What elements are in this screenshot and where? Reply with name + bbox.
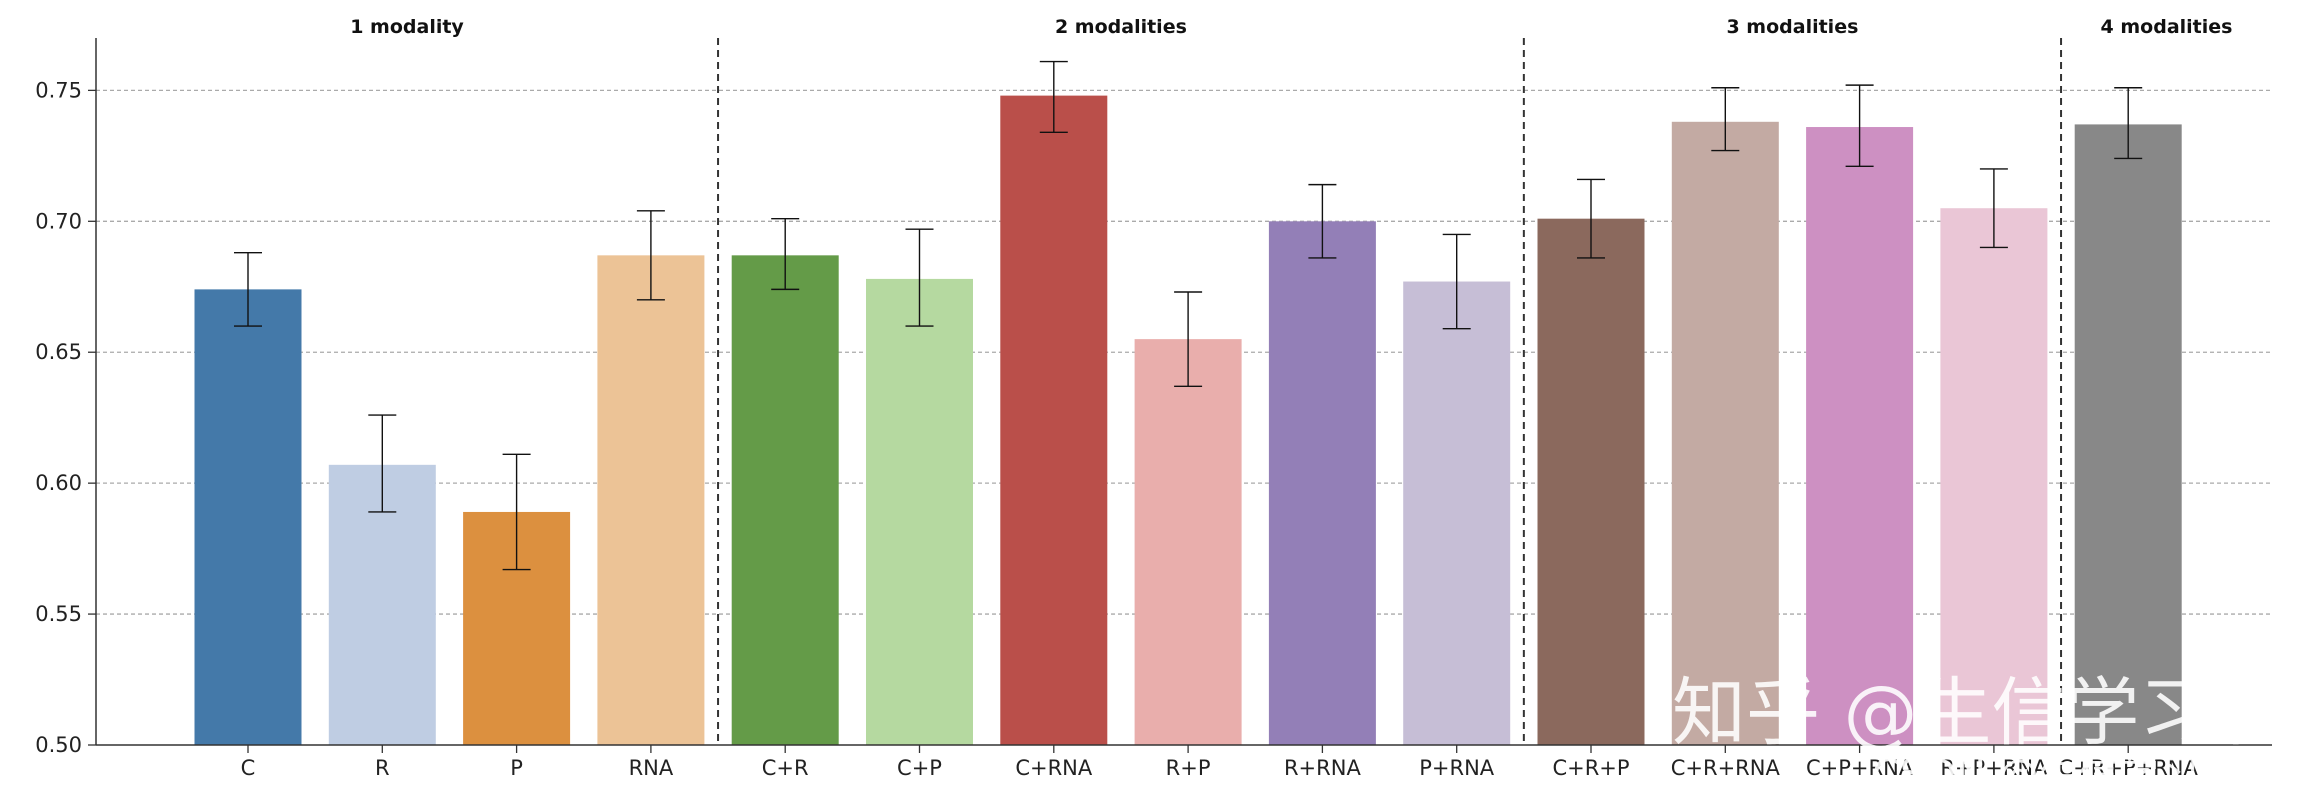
y-tick-label: 0.75 xyxy=(35,78,82,102)
bar-r-p xyxy=(1134,339,1242,745)
bar-r-rna xyxy=(1268,221,1376,746)
bar-rna xyxy=(597,255,705,745)
bar-c xyxy=(194,289,302,745)
x-tick-label: R xyxy=(375,756,390,780)
x-tick-label: C+P xyxy=(897,756,942,780)
x-tick-label: C xyxy=(241,756,256,780)
x-tick-label: C+R xyxy=(762,756,809,780)
watermark-csdn: CSDN @生信学习者1 xyxy=(1872,752,2264,798)
x-tick-label: C+R+RNA xyxy=(1671,756,1781,780)
error-bars xyxy=(234,60,2143,571)
x-tick-label: R+P xyxy=(1166,756,1211,780)
x-tick-label: C+R+P xyxy=(1552,756,1629,780)
x-tick-label: C+P+RNA xyxy=(1806,756,1914,780)
bar-c-r-p-rna xyxy=(2074,124,2182,745)
bar-c-rna xyxy=(1000,95,1108,745)
bar-c-r-p xyxy=(1537,218,1645,745)
y-tick-label: 0.55 xyxy=(35,602,82,626)
x-tick-label: C+R+P+RNA xyxy=(2059,756,2199,780)
y-tick-label: 0.50 xyxy=(35,733,82,757)
bar-c-p xyxy=(866,278,973,745)
x-tick-label: C+RNA xyxy=(1015,756,1093,780)
x-tick-label: P+RNA xyxy=(1419,756,1495,780)
axes xyxy=(88,38,2272,753)
y-tick-label: 0.70 xyxy=(35,209,82,233)
watermark: 知乎 @生信学习者 CSDN @生信学习者1 xyxy=(1672,670,2288,798)
x-tick-label: R+RNA xyxy=(1284,756,1361,780)
x-tick-label: P xyxy=(510,756,523,780)
bar-c-r-rna xyxy=(1671,121,1779,745)
group-label: 1 modality xyxy=(350,16,464,38)
x-tick-label: RNA xyxy=(629,756,674,780)
group-label: 3 modalities xyxy=(1726,16,1858,38)
watermark-zhihu: 知乎 @生信学习者 xyxy=(1672,670,2288,756)
bar-c-p-rna xyxy=(1806,127,1914,745)
bar-c-r xyxy=(731,255,839,745)
x-tick-label: R+P+RNA xyxy=(1940,756,2048,780)
bar-r-p-rna xyxy=(1940,208,2048,745)
group-label: 4 modalities xyxy=(2101,16,2233,38)
y-tick-label: 0.65 xyxy=(35,340,82,364)
group-label: 2 modalities xyxy=(1055,16,1187,38)
bar-p-rna xyxy=(1403,281,1511,745)
labels: 0.50 0.55 0.60 0.65 0.70 0.75 C R P RNA C+R C+P C+RN… xyxy=(35,16,2232,780)
group-separators xyxy=(717,38,2063,745)
bars xyxy=(194,95,2182,746)
y-tick-label: 0.60 xyxy=(35,471,82,495)
